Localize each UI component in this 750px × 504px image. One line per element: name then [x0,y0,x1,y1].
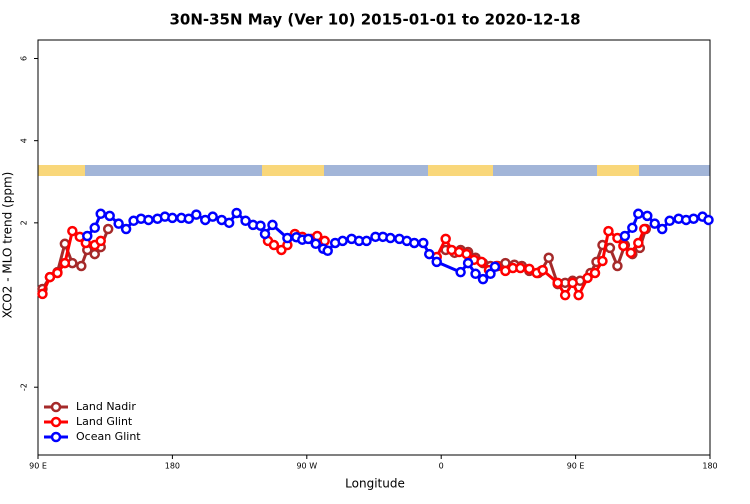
data-point [82,230,93,242]
chart-title: 30N-35N May (Ver 10) 2015-01-01 to 2020-… [169,11,580,29]
data-point [37,288,48,300]
data-point [625,247,637,259]
data-point [524,263,535,275]
x-tick-label: 180 [165,462,180,471]
legend-marker [50,416,62,428]
data-point [567,277,578,289]
data-point [612,260,623,272]
data-point [102,223,114,235]
data-point [476,256,487,268]
data-point [633,208,644,220]
data-point [552,277,563,289]
x-tick-label: 90 E [567,462,585,471]
data-point [183,213,195,224]
data-point [255,220,266,231]
data-point [639,223,650,235]
y-tick-label: -2 [20,383,29,391]
data-point [322,245,333,257]
data-point [409,237,420,249]
data-point [582,272,593,284]
data-point [603,225,614,237]
y-axis-label: XCO2 - MLO trend (ppm) [1,172,15,319]
data-point [619,230,631,242]
data-point [664,215,675,227]
data-point [67,225,78,237]
data-point [361,235,372,247]
legend-marker [50,401,62,413]
data-point [618,240,629,252]
data-point [337,235,348,247]
data-point [688,213,699,224]
x-tick-label: 0 [439,462,444,471]
data-point [240,215,251,227]
data-point [143,214,154,226]
legend-label: Ocean Glint [76,430,141,443]
data-point [104,210,115,222]
land-ocean-strip [38,165,710,176]
data-point [455,266,466,278]
data-point [642,210,653,222]
data-point [703,214,714,226]
plot-frame [37,39,711,456]
x-axis-label: Longitude [345,477,405,491]
data-point [470,268,481,280]
data-point [461,248,472,260]
data-point [52,267,63,279]
data-point [89,248,100,260]
data-point [268,239,280,251]
data-point [310,238,322,250]
data-point [477,273,489,285]
data-point [424,248,435,260]
data-point [573,289,584,301]
y-tick-label: 4 [20,138,29,143]
data-point [231,207,242,219]
x-tick-label: 90 E [29,462,47,471]
data-point [537,264,548,276]
data-point [267,219,278,231]
x-tick-label: 90 W [296,462,317,471]
data-point [633,237,644,249]
data-point [303,233,314,245]
data-point [418,237,429,249]
data-point [167,212,178,224]
data-point [282,232,293,244]
data-point [597,255,608,267]
data-point [385,232,396,244]
data-point [95,235,106,247]
data-point [44,271,56,283]
legend-marker [50,431,62,443]
data-point [207,211,218,222]
legend-label: Land Nadir [76,400,136,413]
data-point [485,268,496,280]
data-point [120,223,132,235]
data-point [431,256,442,268]
data-point [440,233,451,245]
data-point [489,261,501,273]
data-point [462,257,474,269]
y-tick-label: 2 [20,220,29,225]
data-point [656,223,668,235]
data-point [543,252,554,264]
data-point [89,222,100,234]
data-point [559,289,571,301]
data-point [515,262,526,274]
data-point [223,217,235,229]
legend-label: Land Glint [76,415,133,428]
data-point [76,260,87,272]
data-point [113,218,124,229]
data-point [95,208,106,220]
data-point [191,209,202,220]
data-point [649,218,660,229]
data-point [589,267,601,279]
y-tick-label: 6 [20,56,29,61]
x-tick-label: 180 [702,462,717,471]
data-point [59,257,71,269]
data-point [627,222,638,234]
data-point [259,228,271,240]
